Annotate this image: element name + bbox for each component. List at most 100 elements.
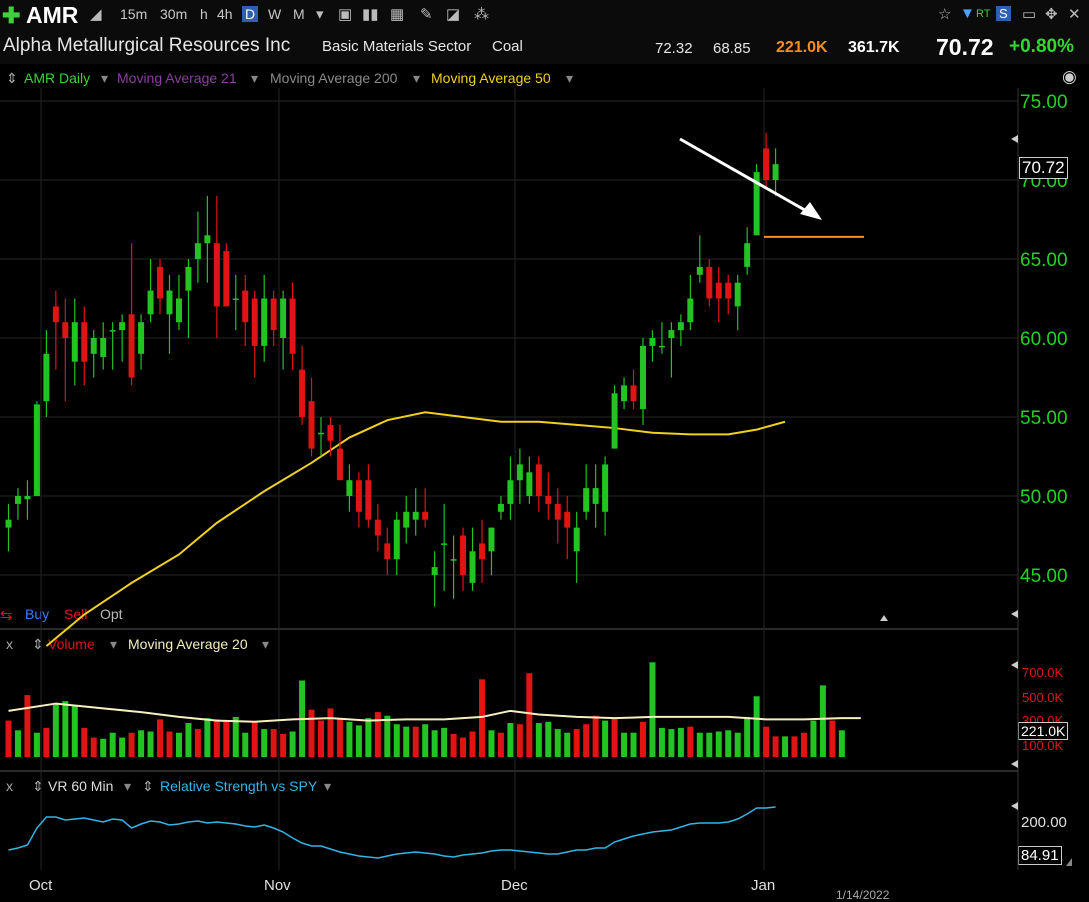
- volume-bar: [346, 721, 353, 757]
- ticket-icon[interactable]: ◢: [90, 6, 102, 23]
- legend-vr60[interactable]: VR 60 Min: [48, 778, 114, 794]
- reorder-icon[interactable]: ⇕: [32, 778, 44, 794]
- interval-15m[interactable]: 15m: [120, 6, 148, 22]
- scroll-marker: [1011, 661, 1018, 669]
- legend-amr-daily[interactable]: AMR Daily: [24, 70, 91, 86]
- legend-ma200[interactable]: Moving Average 200: [270, 70, 398, 86]
- chevron-down-icon[interactable]: ▾: [101, 70, 109, 86]
- volume-bar: [422, 724, 429, 757]
- swap-icon[interactable]: ⇆: [0, 607, 13, 624]
- volume-bar: [639, 721, 646, 757]
- interval-d[interactable]: D: [242, 6, 259, 22]
- legend-ma50[interactable]: Moving Average 50: [431, 70, 551, 86]
- rs-line: [8, 806, 776, 859]
- legend-ma21[interactable]: Moving Average 21: [117, 70, 237, 86]
- chevron-down-icon[interactable]: ▾: [413, 70, 421, 86]
- candle: [573, 527, 580, 552]
- chevron-down-icon[interactable]: ▾: [110, 636, 118, 652]
- volume-bar: [535, 723, 542, 757]
- layers-icon[interactable]: ◪: [446, 6, 461, 23]
- chevron-down-icon[interactable]: ▾: [251, 70, 259, 86]
- volume-bar: [194, 729, 201, 757]
- buy-button[interactable]: Buy: [25, 606, 50, 622]
- chevron-down-icon[interactable]: ▾: [262, 636, 270, 652]
- date-stamp: 1/14/2022: [836, 888, 890, 902]
- interval-w[interactable]: W: [268, 6, 282, 22]
- volume-bar: [460, 737, 467, 757]
- tv-icon[interactable]: ▣: [338, 6, 353, 23]
- s-badge[interactable]: S: [996, 6, 1011, 21]
- rs-close-button[interactable]: x: [6, 778, 13, 794]
- volume-bar: [621, 732, 628, 757]
- volume-bar: [81, 727, 88, 757]
- legend-ma20[interactable]: Moving Average 20: [128, 636, 248, 652]
- chevron-down-icon[interactable]: ▾: [324, 778, 332, 794]
- candle: [223, 251, 230, 307]
- symbol-label[interactable]: AMR: [26, 2, 79, 28]
- volume-close-button[interactable]: x: [6, 636, 13, 652]
- rs-box: 84.91: [1018, 846, 1062, 865]
- filter-icon[interactable]: ▼: [960, 5, 975, 22]
- candle: [185, 266, 192, 291]
- candle: [299, 369, 306, 417]
- candle: [213, 243, 220, 307]
- volume-bar: [403, 726, 410, 757]
- candle: [270, 298, 277, 331]
- volume-bar: [583, 724, 590, 757]
- star-icon[interactable]: ☆: [938, 6, 952, 23]
- legend-volume[interactable]: Volume: [48, 636, 95, 652]
- candle: [725, 282, 732, 299]
- volume-tick-100k: 100.0K: [1022, 738, 1064, 753]
- volume-bar: [175, 732, 182, 757]
- calculator-icon[interactable]: ▦: [390, 6, 405, 23]
- volume-bar: [753, 696, 760, 757]
- share-icon[interactable]: ⁂: [474, 6, 489, 23]
- candle: [753, 172, 760, 236]
- x-label-jan: Jan: [751, 877, 776, 894]
- reorder-icon[interactable]: ⇕: [6, 70, 18, 86]
- move-icon[interactable]: ✥: [1045, 6, 1058, 23]
- volume-bar: [232, 716, 239, 757]
- volume-bar: [450, 733, 457, 757]
- chevron-down-icon[interactable]: ▾: [316, 6, 324, 23]
- volume-bar: [318, 720, 325, 757]
- interval-30m[interactable]: 30m: [160, 6, 188, 22]
- reorder-icon[interactable]: ⇕: [142, 778, 154, 794]
- volume-bar: [630, 732, 637, 757]
- candle: [166, 290, 173, 315]
- volume-bar: [213, 719, 220, 757]
- volume-bar: [838, 730, 845, 757]
- candle: [393, 519, 400, 560]
- interval-h[interactable]: h: [200, 6, 208, 22]
- volume-bar: [734, 732, 741, 757]
- opt-button[interactable]: Opt: [100, 606, 123, 622]
- chevron-down-icon[interactable]: ▾: [124, 778, 132, 794]
- bar-chart-icon[interactable]: ▮▮: [362, 6, 379, 23]
- volume-bar: [687, 726, 694, 757]
- volume-bar: [138, 730, 145, 757]
- close-icon[interactable]: ✕: [1068, 6, 1081, 23]
- candle: [5, 519, 12, 528]
- candle: [554, 503, 561, 520]
- candle: [535, 464, 542, 496]
- industry-label: Coal: [492, 38, 523, 55]
- candle: [261, 298, 268, 346]
- add-symbol-icon[interactable]: ✚: [2, 3, 21, 28]
- volume-bar: [782, 736, 789, 757]
- candle: [365, 480, 372, 520]
- window-icon[interactable]: ▭: [1022, 6, 1037, 23]
- pencil-icon[interactable]: ✎: [420, 6, 433, 23]
- palette-icon[interactable]: ◉: [1062, 67, 1077, 86]
- volume-bar: [128, 732, 135, 757]
- volume-bar: [24, 695, 31, 757]
- chevron-down-icon[interactable]: ▾: [566, 70, 574, 86]
- reorder-icon[interactable]: ⇕: [32, 636, 44, 652]
- volume-bar: [573, 729, 580, 757]
- arrow-head: [800, 202, 822, 220]
- interval-m[interactable]: M: [293, 6, 305, 22]
- price-tick-45: 45.00: [1020, 566, 1068, 587]
- candle: [157, 266, 164, 299]
- legend-rs-spy[interactable]: Relative Strength vs SPY: [160, 778, 318, 794]
- interval-4h[interactable]: 4h: [217, 6, 233, 22]
